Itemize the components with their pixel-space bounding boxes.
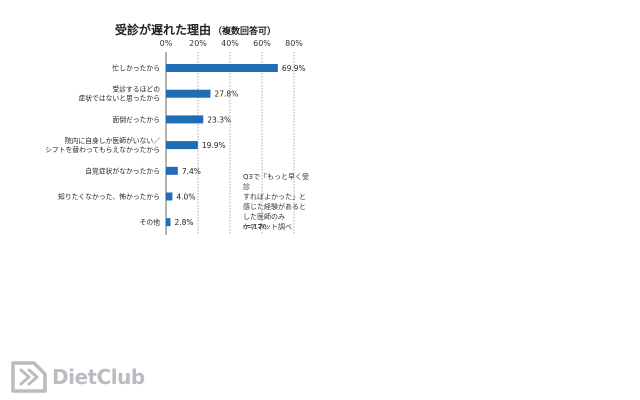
category-label: 面倒だったから <box>112 115 160 124</box>
logo-text: DietClub <box>52 365 145 389</box>
category-label: 受診するほどの <box>112 85 160 94</box>
x-tick-label: 60% <box>253 39 271 48</box>
bar-value-label: 19.9% <box>202 141 226 150</box>
note-line: した医師のみ <box>243 213 285 221</box>
respondent-note: Q3で「もっと早く受診 すればよかった」と 感じた経験があると した医師のみ n… <box>243 172 315 232</box>
source-credit: ケアネット調べ <box>243 223 292 231</box>
category-label: 知りたくなかった、怖かったから <box>58 192 160 201</box>
bar <box>166 64 278 72</box>
note-line: すればよかった」と <box>243 193 306 201</box>
chart-title: 受診が遅れた理由 （複数回答可） <box>115 21 276 38</box>
dietclub-logo-icon <box>11 361 47 393</box>
note-line: Q3で「もっと早く受診 <box>243 173 309 191</box>
bar <box>166 89 211 98</box>
chart-subtitle: （複数回答可） <box>213 27 277 37</box>
bar <box>166 192 173 201</box>
bar-value-label: 7.4% <box>182 167 201 176</box>
category-label: その他 <box>140 218 161 227</box>
logo: DietClub <box>10 360 145 394</box>
x-tick-label: 20% <box>189 39 207 48</box>
bar-value-label: 2.8% <box>174 218 193 227</box>
category-label: 忙しかったから <box>112 64 160 73</box>
bar-value-label: 4.0% <box>176 193 195 202</box>
bar-value-label: 69.9% <box>282 64 306 73</box>
bar <box>166 166 178 175</box>
bar-value-label: 27.8% <box>214 90 238 99</box>
bar <box>166 141 198 150</box>
note-line: 感じた経験があると <box>243 203 306 211</box>
x-tick-label: 40% <box>221 39 239 48</box>
sample-size: n=176 <box>243 223 267 231</box>
category-label: 症状ではないと思ったから <box>78 94 160 103</box>
x-tick-label: 0% <box>160 39 173 48</box>
bar-value-label: 23.3% <box>207 115 231 124</box>
category-label: 自覚症状がなかったから <box>85 166 160 175</box>
chart-title-text: 受診が遅れた理由 <box>115 23 212 37</box>
x-tick-label: 80% <box>285 39 303 48</box>
bar <box>166 218 171 227</box>
bar <box>166 115 204 124</box>
category-label: シフトを替わってもらえなかったから <box>45 145 160 154</box>
category-label: 院内に自身しか医師がいない／ <box>65 136 160 145</box>
